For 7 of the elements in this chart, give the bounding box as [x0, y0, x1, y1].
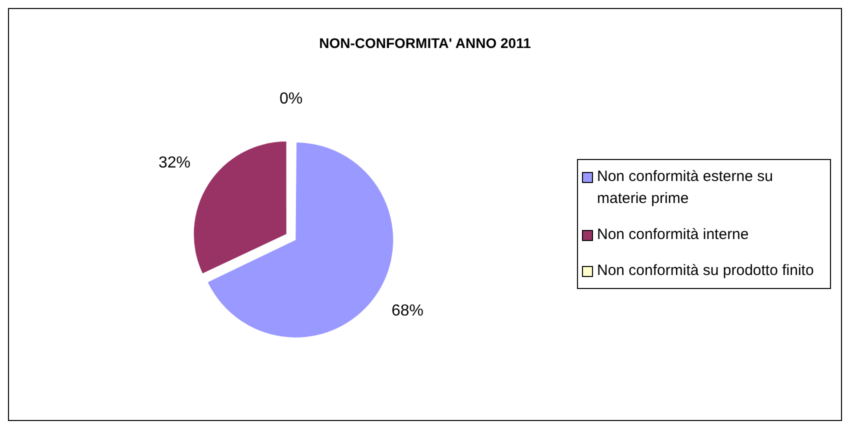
- legend-label: Non conformità interne: [597, 225, 749, 245]
- data-label: 32%: [158, 154, 190, 172]
- data-label: 68%: [392, 302, 424, 320]
- legend-label: Non conformità su prodotto finito: [597, 261, 814, 281]
- legend-label: Non conformità esterne su materie prime: [597, 167, 774, 209]
- chart-title: NON-CONFORMITA' ANNO 2011: [318, 35, 532, 51]
- text: 0%: [279, 90, 303, 108]
